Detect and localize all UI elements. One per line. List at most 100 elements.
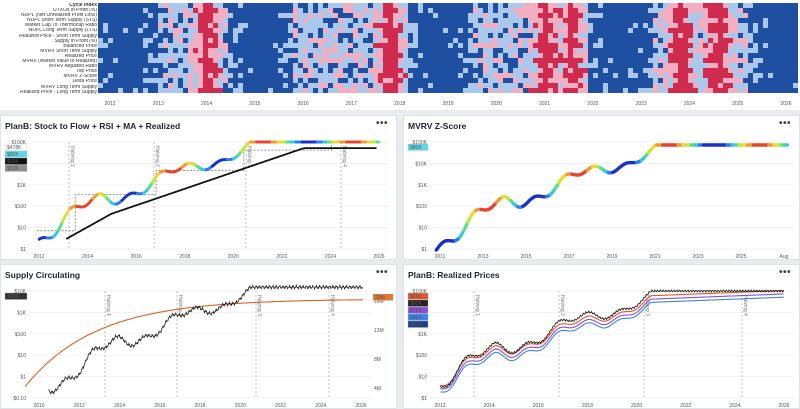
heatmap-cell — [633, 63, 639, 69]
heatmap-cell — [573, 58, 579, 64]
heatmap-cell — [173, 58, 179, 64]
heatmap-cell — [653, 88, 659, 93]
heatmap-cell — [708, 63, 714, 69]
heatmap-cell — [653, 58, 659, 64]
heatmap-cell — [298, 23, 304, 29]
heatmap-cell — [363, 73, 369, 79]
heatmap-cell — [763, 83, 769, 89]
heatmap-cell — [218, 8, 224, 14]
heatmap-cell — [418, 8, 424, 14]
heatmap-cell — [423, 68, 429, 74]
heatmap-cell — [658, 68, 664, 74]
heatmap-cell — [703, 23, 709, 29]
heatmap-cell — [403, 8, 409, 14]
heatmap-cell — [188, 48, 194, 54]
heatmap-cell — [793, 43, 798, 49]
heatmap-cell — [608, 73, 614, 79]
supply-menu-button[interactable]: ••• — [375, 267, 388, 278]
heatmap-cell — [288, 88, 294, 93]
heatmap-cell — [698, 73, 704, 79]
heatmap-cell — [223, 73, 229, 79]
heatmap-cell — [163, 3, 169, 9]
heatmap-cell — [138, 23, 144, 29]
heatmap-cell — [298, 88, 304, 93]
x-tick-label: 2020 — [228, 254, 239, 259]
heatmap-cell — [408, 68, 414, 74]
heatmap-cell — [508, 68, 514, 74]
heatmap-cell — [533, 13, 539, 19]
heatmap-cell — [633, 78, 639, 84]
heatmap-cell — [753, 88, 759, 93]
heatmap-cell — [353, 63, 359, 69]
heatmap-cell — [313, 88, 319, 93]
heatmap-cell — [233, 48, 239, 54]
heatmap-cell — [138, 43, 144, 49]
heatmap-cell — [198, 28, 204, 34]
s2f-menu-button[interactable]: ••• — [375, 118, 388, 129]
heatmap-cell — [323, 33, 329, 39]
heatmap-cell — [703, 38, 709, 44]
realized-menu-button[interactable]: ••• — [778, 267, 791, 278]
heatmap-cell — [178, 28, 184, 34]
mvrvz-menu-button[interactable]: ••• — [778, 118, 791, 129]
heatmap-cell — [568, 48, 574, 54]
halving-label: Halving 1 — [105, 295, 111, 316]
heatmap-cell — [628, 58, 634, 64]
heatmap-cell — [353, 38, 359, 44]
heatmap-cell — [133, 78, 139, 84]
heatmap-cell — [658, 13, 664, 19]
heatmap-cell — [278, 3, 284, 9]
heatmap-cell — [778, 53, 784, 59]
heatmap-cell — [363, 23, 369, 29]
heatmap-cell — [478, 88, 484, 93]
heatmap-cell — [573, 53, 579, 59]
heatmap-cell — [523, 43, 529, 49]
heatmap-cell — [173, 23, 179, 29]
heatmap-cell — [318, 58, 324, 64]
heatmap-cell — [278, 53, 284, 59]
heatmap-cell — [168, 8, 174, 14]
heatmap-cell — [768, 73, 774, 79]
heatmap-cell — [423, 43, 429, 49]
heatmap-cell — [333, 38, 339, 44]
heatmap-cell — [198, 3, 204, 9]
badge-bg — [4, 157, 28, 165]
heatmap-cell — [418, 48, 424, 54]
heatmap-cell — [503, 63, 509, 69]
heatmap-cell — [208, 83, 214, 89]
heatmap-cell — [378, 33, 384, 39]
heatmap-cell — [398, 18, 404, 24]
heatmap-cell — [273, 38, 279, 44]
heatmap-cell — [403, 73, 409, 79]
heatmap-cell — [463, 23, 469, 29]
heatmap-cell — [333, 58, 339, 64]
heatmap-cell — [278, 33, 284, 39]
heatmap-cell — [608, 3, 614, 9]
heatmap-cell — [313, 18, 319, 24]
heatmap-cell — [218, 88, 224, 93]
heatmap-cell — [788, 3, 794, 9]
heatmap-cell — [613, 53, 619, 59]
heatmap-cell — [203, 23, 209, 29]
heatmap-cell — [478, 3, 484, 9]
heatmap-year-label: 2024 — [684, 101, 695, 107]
heatmap-cell — [698, 48, 704, 54]
heatmap-cell — [768, 88, 774, 93]
heatmap-cell — [193, 83, 199, 89]
heatmap-cell — [658, 73, 664, 79]
badge-text: $80K — [410, 301, 422, 307]
heatmap-cell — [468, 38, 474, 44]
heatmap-cell — [268, 68, 274, 74]
heatmap-cell — [358, 83, 364, 89]
heatmap-cell — [168, 13, 174, 19]
heatmap-cell — [763, 43, 769, 49]
y-tick-label: $10 — [18, 353, 27, 359]
heatmap-cell — [268, 43, 274, 49]
heatmap-cell — [688, 83, 694, 89]
heatmap-cell — [678, 58, 684, 64]
heatmap-cell — [493, 78, 499, 84]
heatmap-cell — [143, 3, 149, 9]
heatmap-cell — [173, 43, 179, 49]
heatmap-cell — [503, 53, 509, 59]
heatmap-cell — [108, 63, 114, 69]
